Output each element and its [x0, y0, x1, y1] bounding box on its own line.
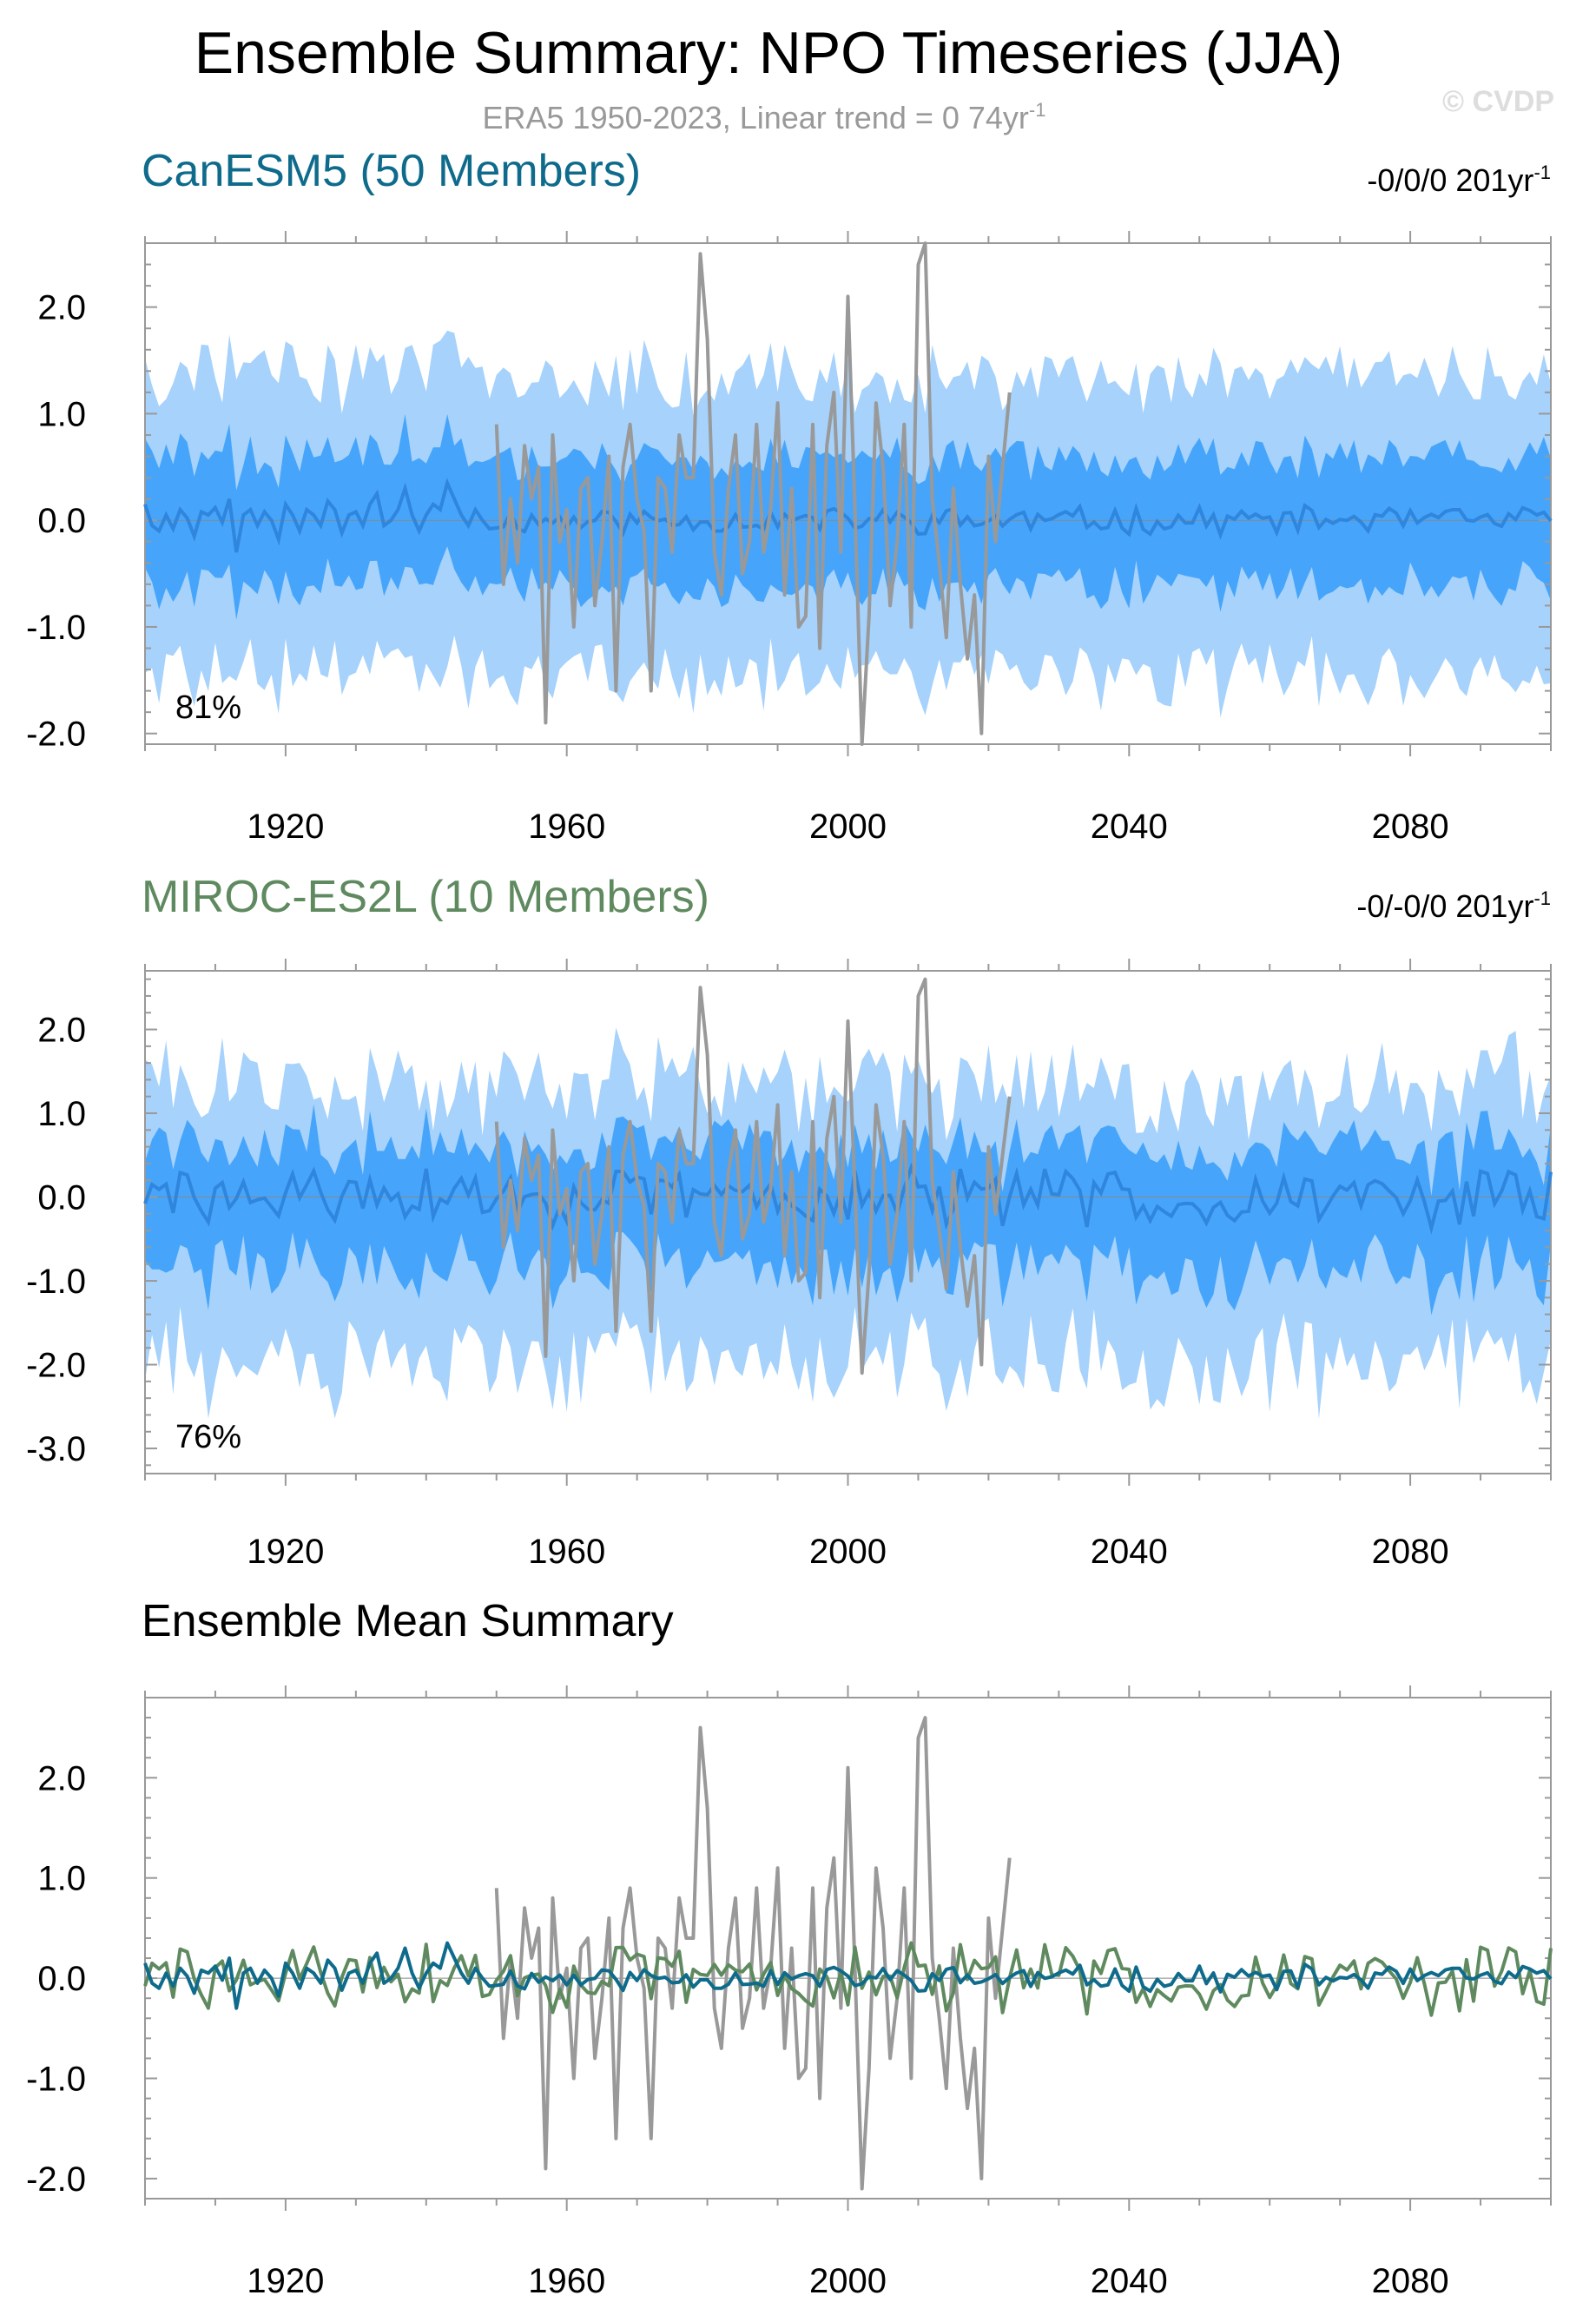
- pattern-correlation-label: 76%: [175, 1419, 241, 1455]
- x-tick-label: 1920: [247, 1533, 324, 1571]
- pattern-correlation-label: 81%: [175, 689, 241, 726]
- y-tick-label: 1.0: [37, 1860, 86, 1898]
- x-tick-label: 1920: [247, 2262, 324, 2300]
- canesm5-trend-text: -0/0/0 201yr: [1367, 162, 1533, 198]
- main-title: Ensemble Summary: NPO Timeseries (JJA): [195, 20, 1343, 86]
- subtitle: ERA5 1950-2023, Linear trend = 0 74yr-1: [483, 99, 1046, 135]
- ensemble-mean-panel: Ensemble Mean Summary 2.0 1.0 0.0 -1.0 -2.0 1…: [26, 1596, 1553, 2300]
- y-tick-label: -1.0: [26, 1263, 86, 1301]
- x-tick-label: 1960: [528, 1533, 605, 1571]
- x-tick-label: 2080: [1372, 2262, 1449, 2300]
- y-tick-label: -2.0: [26, 2160, 86, 2199]
- watermark: © CVDP: [1442, 85, 1554, 118]
- y-tick-label: -2.0: [26, 716, 86, 754]
- subtitle-superscript: -1: [1029, 99, 1046, 121]
- x-tick-label: 1960: [528, 2262, 605, 2300]
- canesm5-mean-line: [143, 1941, 1553, 2010]
- miroc-panel: MIROC-ES2L (10 Members) -0/-0/0 201yr-1 …: [26, 872, 1553, 1571]
- miroc-mean-line: [143, 1941, 1553, 2017]
- ensemble-mean-title: Ensemble Mean Summary: [142, 1596, 674, 1646]
- x-tick-label: 2040: [1091, 2262, 1168, 2300]
- miroc-trend-text: -0/-0/0 201yr: [1356, 888, 1533, 924]
- y-tick-label: -3.0: [26, 1430, 86, 1468]
- y-tick-label: 2.0: [37, 289, 86, 327]
- miroc-trend-sup: -1: [1533, 887, 1551, 909]
- x-tick-label: 2080: [1372, 808, 1449, 846]
- canesm5-trend: -0/0/0 201yr-1: [1367, 162, 1551, 198]
- y-tick-label: -1.0: [26, 609, 86, 647]
- x-tick-label: 2000: [809, 1533, 887, 1571]
- y-tick-label: 1.0: [37, 395, 86, 433]
- y-tick-label: -1.0: [26, 2061, 86, 2099]
- subtitle-text: ERA5 1950-2023, Linear trend = 0 74yr: [483, 100, 1029, 135]
- canesm5-plot-area: 2.0 1.0 0.0 -1.0 -2.0 1920 1960 2000 2040 2080 81%: [26, 231, 1553, 846]
- y-tick-label: 2.0: [37, 1012, 86, 1050]
- obs-era5-line: [494, 241, 1012, 746]
- y-tick-label: -2.0: [26, 1347, 86, 1385]
- y-tick-label: 2.0: [37, 1759, 86, 1797]
- y-tick-label: 0.0: [37, 502, 86, 540]
- y-tick-label: 1.0: [37, 1095, 86, 1133]
- miroc-trend: -0/-0/0 201yr-1: [1356, 887, 1551, 924]
- obs-era5-line: [494, 977, 1012, 1375]
- y-tick-label: 0.0: [37, 1179, 86, 1217]
- canesm5-title: CanESM5 (50 Members): [142, 146, 641, 196]
- canesm5-trend-sup: -1: [1533, 162, 1551, 183]
- x-tick-label: 2040: [1091, 808, 1168, 846]
- miroc-plot-area: 2.0 1.0 0.0 -1.0 -2.0 -3.0 1920 1960 2000 2040 208…: [26, 959, 1553, 1571]
- x-tick-label: 1960: [528, 808, 605, 846]
- x-tick-label: 2000: [809, 2262, 887, 2300]
- ensemble-mean-plot-area: 2.0 1.0 0.0 -1.0 -2.0 1920 1960 2000 2040 2080: [26, 1685, 1553, 2300]
- y-tick-label: 0.0: [37, 1960, 86, 1998]
- x-tick-label: 2080: [1372, 1533, 1449, 1571]
- ensemble-mean-line: [143, 1162, 1553, 1235]
- obs-era5-line: [494, 1716, 1012, 2191]
- x-tick-label: 2040: [1091, 1533, 1168, 1571]
- ensemble-mean-line: [143, 478, 1553, 553]
- x-tick-label: 1920: [247, 808, 324, 846]
- canesm5-panel: CanESM5 (50 Members) -0/0/0 201yr-1 2.0 1…: [26, 146, 1553, 846]
- miroc-title: MIROC-ES2L (10 Members): [142, 872, 709, 922]
- x-tick-label: 2000: [809, 808, 887, 846]
